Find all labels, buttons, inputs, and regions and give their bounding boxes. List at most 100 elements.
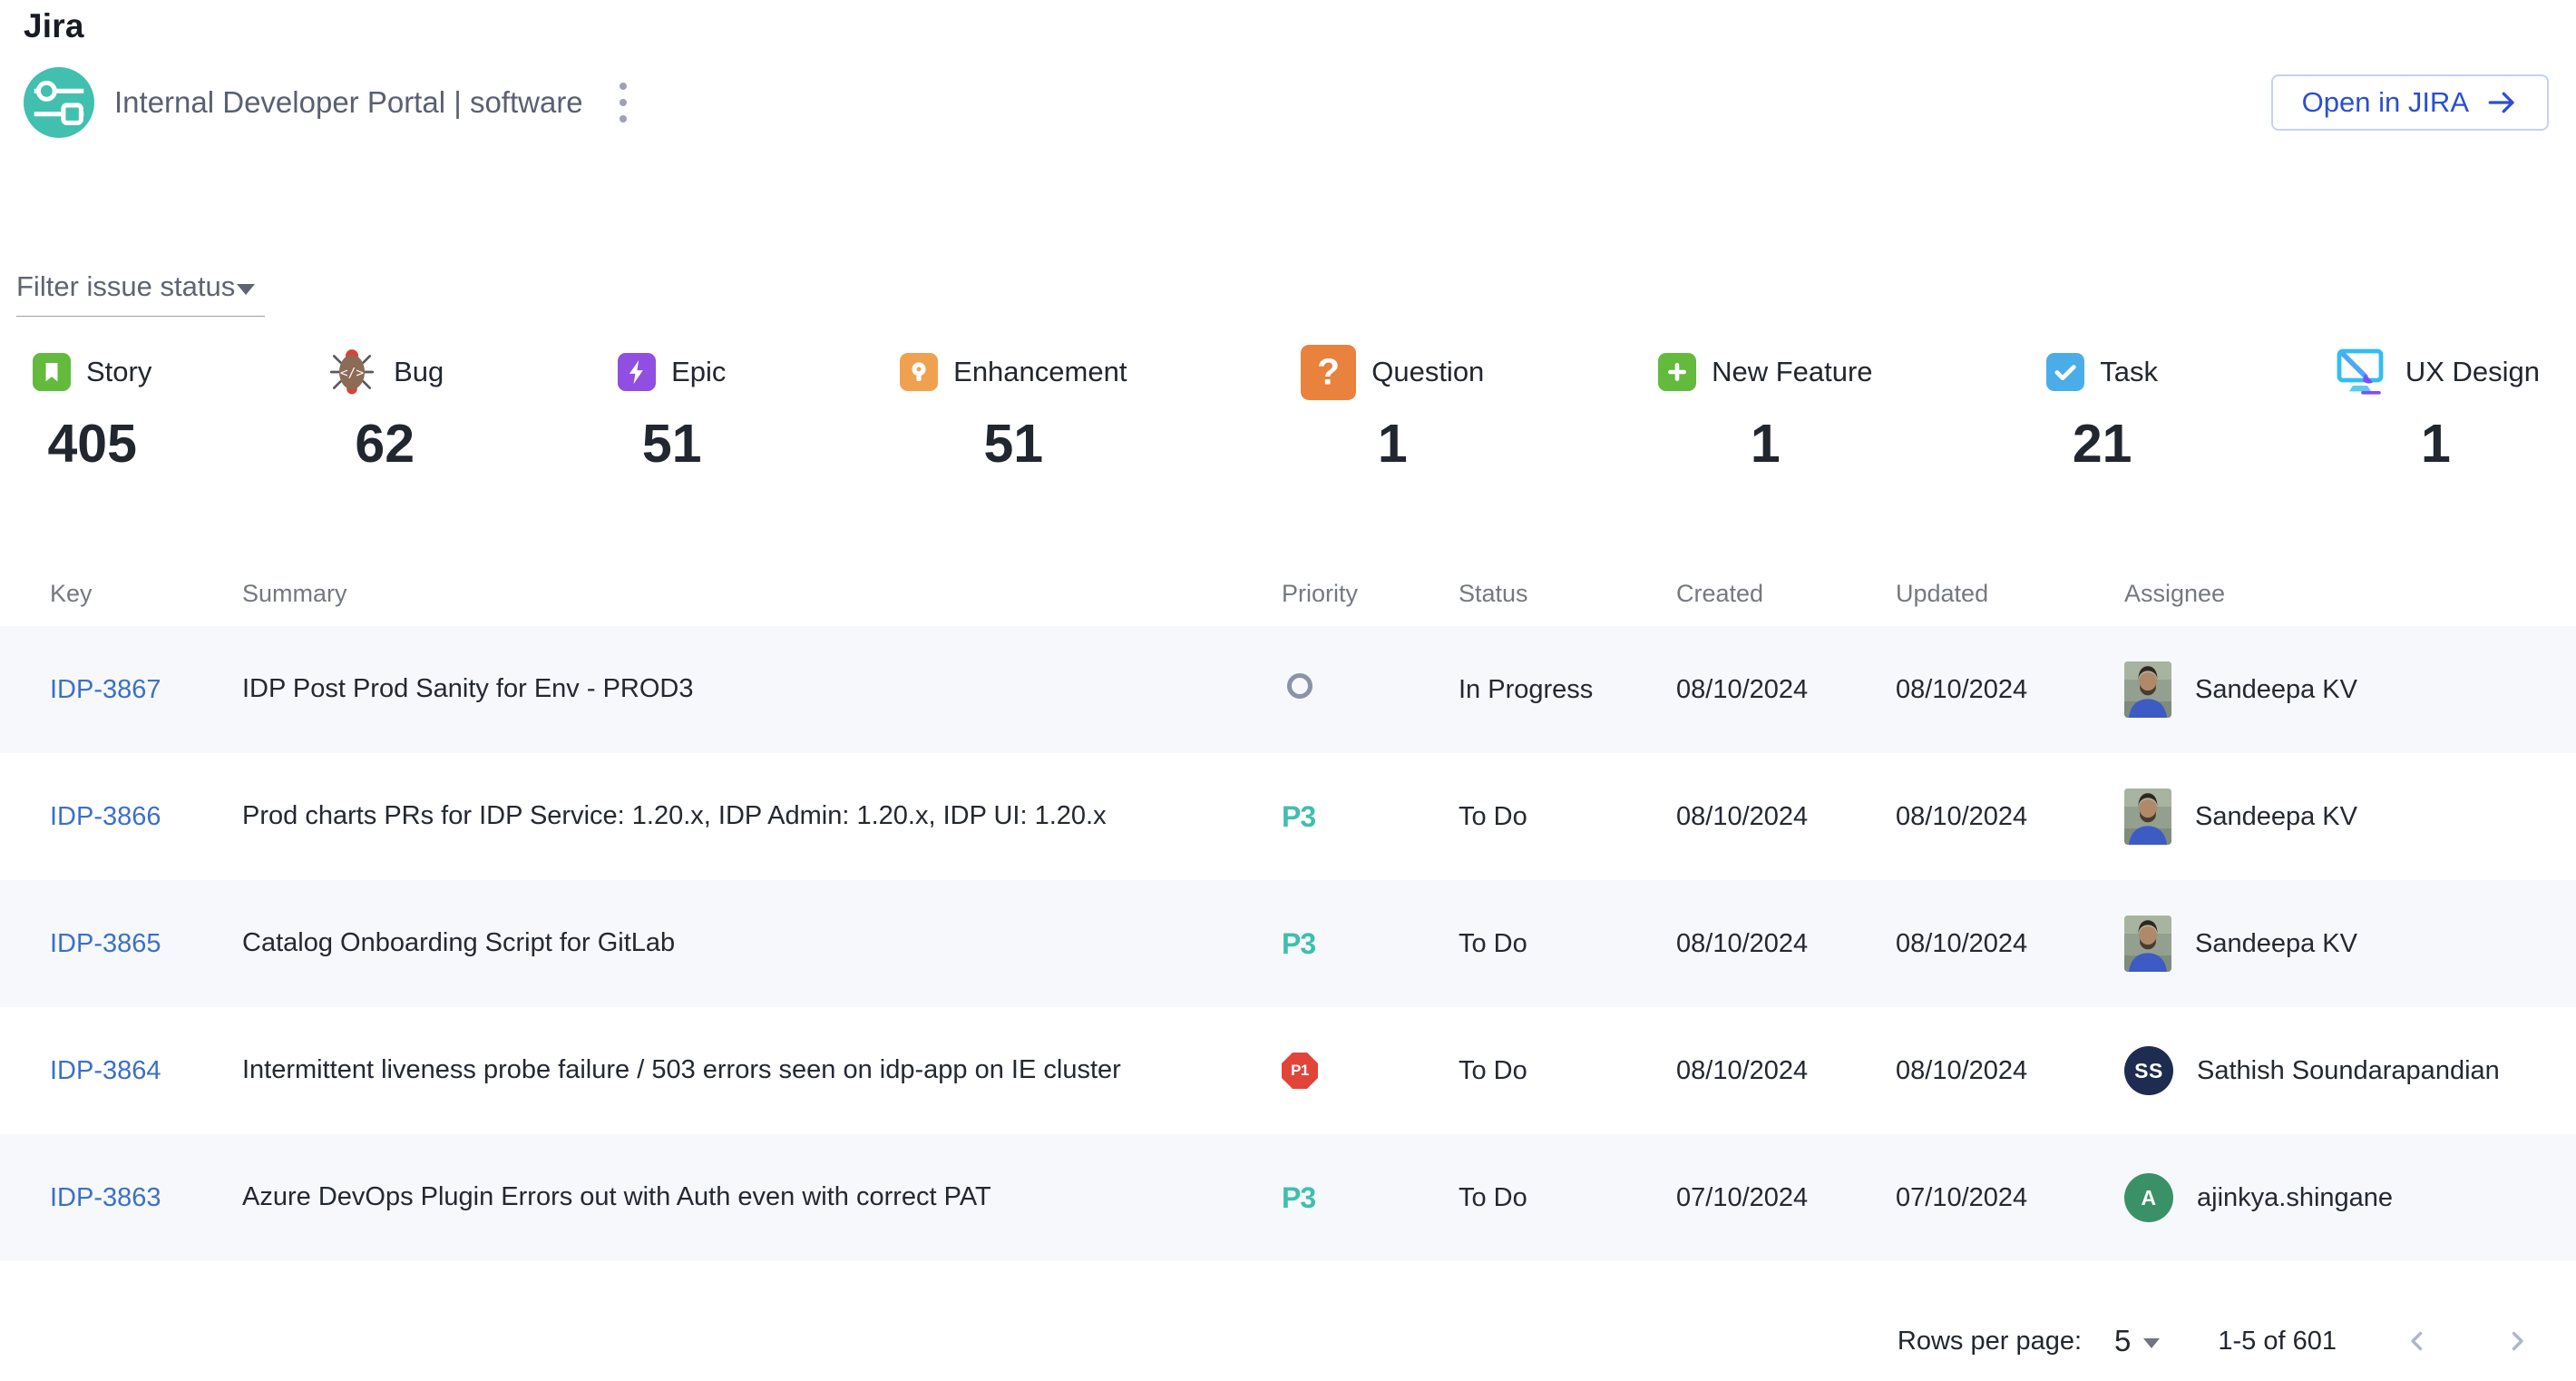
assignee-name: Sathish Soundarapandian [2197,1055,2500,1085]
svg-text:</>: </> [340,366,364,380]
table-row: IDP-3864 Intermittent liveness probe fail… [0,1007,2576,1134]
assignee-avatar [2124,788,2171,845]
project-name: Internal Developer Portal | software [114,85,583,119]
issue-created-date: 08/10/2024 [1676,801,1809,831]
issue-updated-date: 07/10/2024 [1896,1182,2028,1212]
counter-count: 405 [47,414,137,474]
priority-label: P1 [1291,1062,1309,1079]
story-icon [33,353,71,391]
pagination-bar: Rows per page: 5 1-5 of 601 [1898,1312,2536,1370]
issue-type-counters: Story 405 </> Bug 62 Epic 51 Enhancement 51? Ques… [33,338,2540,471]
issues-table: Key Summary Priority Status Created Updated As… [0,561,2576,1261]
column-header-priority: Priority [1282,579,1359,607]
chevron-down-icon [2143,1337,2161,1348]
filter-issue-status-label: Filter issue status [16,270,236,302]
counter-header: ? Question [1301,338,1484,406]
counter-header: New Feature [1658,338,1873,406]
issue-created-date: 08/10/2024 [1676,674,1809,704]
new-feature-icon [1658,353,1697,391]
issue-status: In Progress [1459,674,1594,704]
counter-bug: </> Bug 62 [326,338,444,471]
counter-header: Story [33,338,151,406]
issue-summary: IDP Post Prod Sanity for Env - PROD3 [242,674,694,704]
question-icon: ? [1301,344,1357,400]
counter-label: UX Design [2405,356,2540,387]
issue-assignee: SS Sathish Soundarapandian [2124,1046,2576,1095]
epic-icon [618,353,657,391]
column-header-status: Status [1459,579,1528,607]
issue-created-date: 08/10/2024 [1676,1055,1809,1085]
issue-updated-date: 08/10/2024 [1896,928,2028,958]
task-icon [2046,353,2085,391]
issue-status: To Do [1459,1182,1527,1212]
chevron-down-icon [237,284,256,295]
issue-summary: Intermittent liveness probe failure / 50… [242,1055,1121,1085]
counter-story: Story 405 [33,338,151,471]
previous-page-button[interactable] [2398,1322,2436,1360]
rows-per-page-select[interactable]: 5 [2114,1324,2161,1358]
table-row: IDP-3863 Azure DevOps Plugin Errors out w… [0,1134,2576,1261]
counter-count: 1 [2420,414,2451,474]
counter-header: Enhancement [900,338,1127,406]
assignee-name: Sandeepa KV [2195,801,2357,831]
counter-count: 1 [1377,414,1408,474]
issue-key-link[interactable]: IDP-3865 [50,928,161,958]
column-header-summary: Summary [242,579,347,607]
counter-task: Task 21 [2046,338,2158,471]
counter-label: Story [86,356,152,387]
counter-epic: Epic 51 [618,338,726,471]
open-in-jira-label: Open in JIRA [2301,86,2469,118]
issue-summary: Catalog Onboarding Script for GitLab [242,928,676,958]
enhancement-icon [900,353,939,391]
project-logo-icon [24,67,94,138]
assignee-name: Sandeepa KV [2195,928,2357,958]
open-in-jira-button[interactable]: Open in JIRA [2270,74,2549,131]
priority-p3-icon: P3 [1282,926,1316,960]
next-page-button[interactable] [2498,1322,2536,1360]
bug-icon: </> [326,346,378,398]
counter-count: 21 [2072,414,2132,474]
issue-status: To Do [1459,928,1527,958]
chevron-right-icon [2512,1331,2523,1351]
counter-label: New Feature [1712,356,1873,387]
issue-summary: Azure DevOps Plugin Errors out with Auth… [242,1182,991,1212]
table-row: IDP-3865 Catalog Onboarding Script for Gi… [0,880,2576,1007]
issue-key-link[interactable]: IDP-3866 [50,801,161,831]
issue-updated-date: 08/10/2024 [1896,1055,2028,1085]
issue-status: To Do [1459,801,1527,831]
dot-icon [619,83,627,90]
counter-label: Task [2100,356,2159,387]
dot-icon [619,99,627,106]
issue-assignee: Sandeepa KV [2124,916,2576,972]
counter-new-feature: New Feature 1 [1658,338,1873,474]
issue-assignee: Sandeepa KV [2124,661,2576,718]
counter-label: Bug [394,356,444,387]
priority-p3-icon: P3 [1282,799,1316,833]
counter-count: 1 [1750,414,1781,474]
counter-header: UX Design [2332,338,2540,406]
issue-key-link[interactable]: IDP-3867 [50,674,161,704]
assignee-avatar: A [2124,1173,2173,1222]
issue-created-date: 07/10/2024 [1676,1182,1809,1212]
column-header-updated: Updated [1896,579,1989,607]
counter-label: Question [1371,356,1485,387]
assignee-name: Sandeepa KV [2195,674,2357,704]
more-options-button[interactable] [610,72,636,133]
widget-header: Internal Developer Portal | software Ope… [24,64,2549,142]
rows-per-page-label: Rows per page: [1897,1326,2083,1356]
dot-icon [619,115,627,122]
priority-p1-icon: P1 [1282,1053,1318,1089]
counter-header: Task [2046,338,2158,406]
counter-count: 51 [983,414,1044,474]
counter-count: 51 [641,414,702,474]
table-row: IDP-3866 Prod charts PRs for IDP Service:… [0,753,2576,880]
issue-updated-date: 08/10/2024 [1896,801,2028,831]
issue-updated-date: 08/10/2024 [1896,674,2028,704]
issue-status: To Do [1459,1055,1527,1085]
issue-key-link[interactable]: IDP-3863 [50,1182,161,1212]
table-header-row: Key Summary Priority Status Created Updated As… [0,561,2576,626]
issue-key-link[interactable]: IDP-3864 [50,1055,161,1085]
filter-issue-status-select[interactable]: Filter issue status [16,270,265,317]
